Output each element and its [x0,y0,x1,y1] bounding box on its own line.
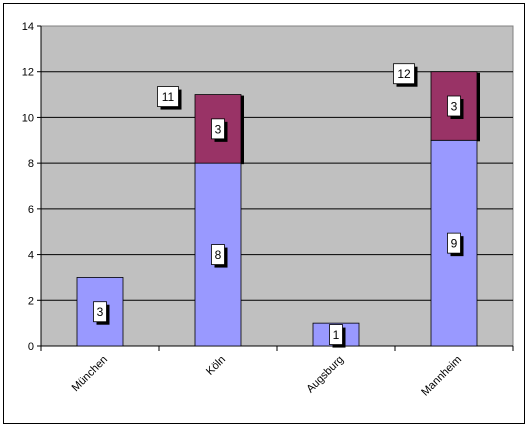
y-tick-label: 8 [28,158,34,170]
data-label: 3 [97,305,104,319]
data-label: 1 [333,328,340,342]
y-tick-label: 4 [28,250,34,262]
bar-shadow [477,72,480,142]
bar-shadow [241,95,244,165]
total-label-group: 11 [157,86,182,110]
y-tick-label: 12 [22,67,34,79]
y-tick-label: 14 [22,21,34,33]
y-tick-label: 10 [22,112,34,124]
data-label-group: 3 [93,301,110,325]
total-label: 12 [397,67,411,81]
total-label-box [393,63,415,85]
data-label: 3 [451,100,458,114]
data-label: 3 [215,122,222,136]
data-label-box [211,118,225,140]
data-label: 9 [451,237,458,251]
data-label-group: 1 [329,324,346,348]
total-label: 11 [162,90,175,104]
data-label-box [447,95,461,117]
total-label-box [157,86,179,107]
data-label-box [93,301,107,323]
y-tick-label: 6 [28,204,34,216]
data-label: 8 [215,248,222,262]
total-label-group: 12 [393,63,418,87]
data-label-group: 8 [211,244,228,268]
data-label-group: 3 [447,95,464,119]
data-label-box [211,244,225,265]
data-label-box [329,324,343,345]
data-label-box [447,232,461,254]
data-label-group: 3 [211,118,228,142]
y-tick-label: 2 [28,295,34,307]
data-label-group: 9 [447,232,464,257]
y-tick-label: 0 [28,341,34,353]
